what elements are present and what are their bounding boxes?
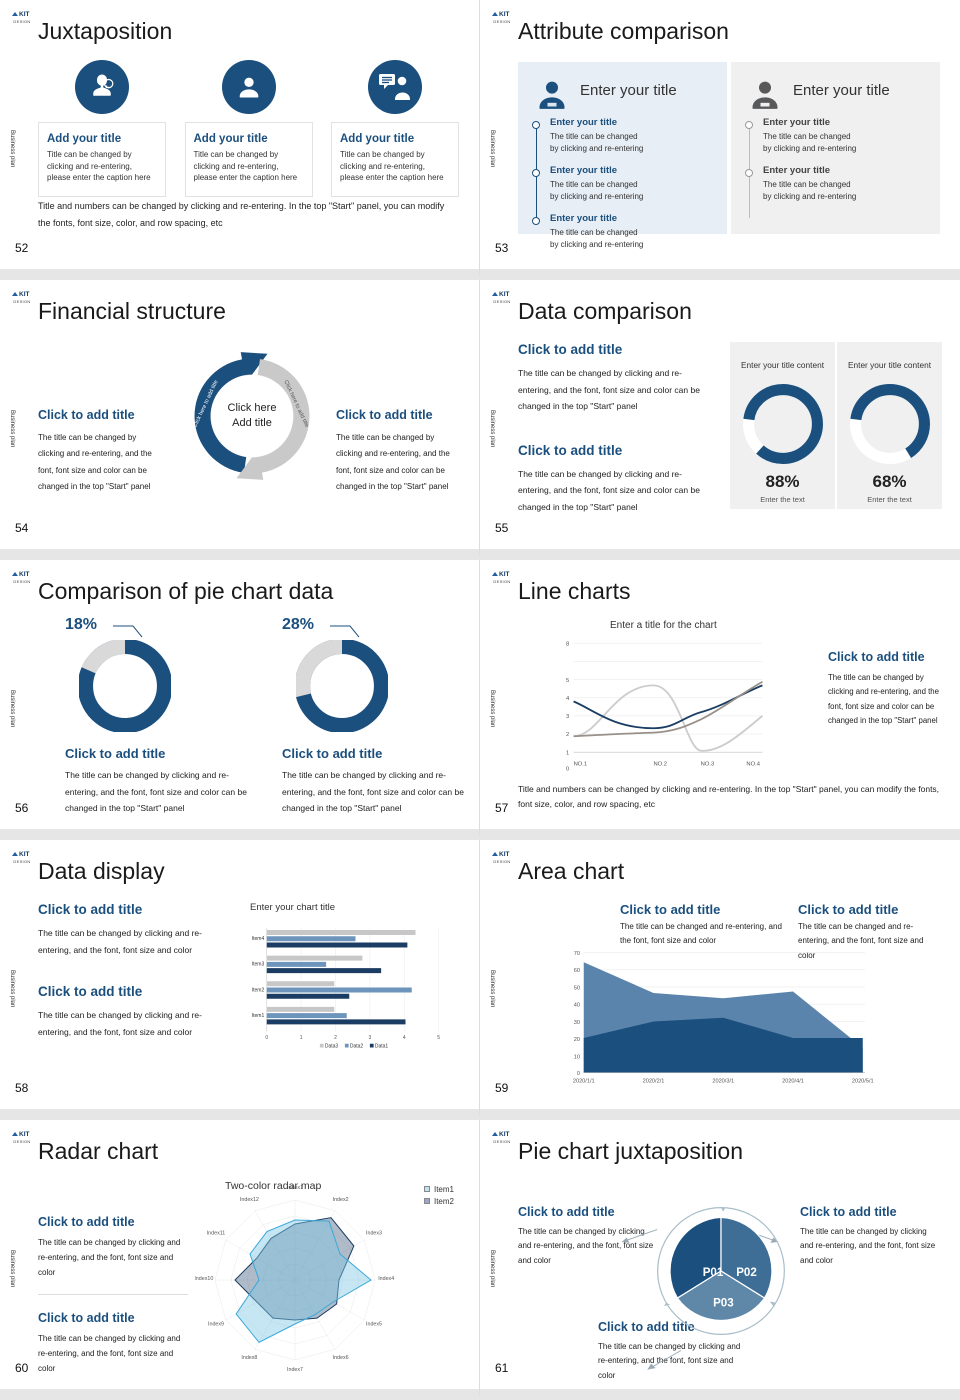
svg-text:4: 4 xyxy=(403,1035,406,1041)
svg-text:60: 60 xyxy=(574,968,580,974)
svg-text:P02: P02 xyxy=(736,1267,757,1279)
svg-text:0: 0 xyxy=(566,766,569,772)
svg-text:50: 50 xyxy=(574,985,580,991)
svg-text:Item1: Item1 xyxy=(252,1013,265,1019)
svg-text:Index12: Index12 xyxy=(240,1197,259,1203)
svg-text:1: 1 xyxy=(300,1035,303,1041)
svg-text:4: 4 xyxy=(566,696,570,702)
svg-text:2020/3/1: 2020/3/1 xyxy=(712,1078,734,1084)
svg-text:NO.3: NO.3 xyxy=(701,761,715,767)
svg-text:Index10: Index10 xyxy=(195,1276,213,1282)
svg-text:3: 3 xyxy=(368,1035,371,1041)
svg-text:Item4: Item4 xyxy=(252,936,265,942)
svg-text:2: 2 xyxy=(334,1035,337,1041)
svg-text:Index9: Index9 xyxy=(208,1322,224,1328)
svg-text:2020/4/1: 2020/4/1 xyxy=(782,1078,804,1084)
svg-text:Data1: Data1 xyxy=(375,1044,389,1050)
svg-text:2: 2 xyxy=(566,732,569,738)
svg-text:2020/2/1: 2020/2/1 xyxy=(643,1078,665,1084)
svg-text:20: 20 xyxy=(574,1037,580,1043)
svg-text:Index11: Index11 xyxy=(207,1230,226,1236)
svg-text:P01: P01 xyxy=(703,1267,724,1279)
svg-text:Index6: Index6 xyxy=(333,1355,349,1361)
svg-text:40: 40 xyxy=(574,1003,580,1009)
svg-text:30: 30 xyxy=(574,1020,580,1026)
svg-text:Item2: Item2 xyxy=(252,987,265,993)
svg-text:Index1: Index1 xyxy=(287,1185,303,1191)
svg-text:Index5: Index5 xyxy=(366,1322,382,1328)
svg-text:5: 5 xyxy=(437,1035,440,1041)
svg-text:1: 1 xyxy=(566,750,569,756)
svg-text:Index3: Index3 xyxy=(366,1230,382,1236)
svg-text:NO.4: NO.4 xyxy=(746,761,760,767)
svg-text:P03: P03 xyxy=(713,1297,734,1309)
svg-text:Index4: Index4 xyxy=(378,1276,394,1282)
svg-text:0: 0 xyxy=(577,1071,580,1077)
svg-text:3: 3 xyxy=(566,714,569,720)
svg-text:NO.1: NO.1 xyxy=(574,761,588,767)
svg-text:Index7: Index7 xyxy=(287,1367,303,1373)
svg-text:NO.2: NO.2 xyxy=(653,761,667,767)
svg-text:Index2: Index2 xyxy=(333,1197,349,1203)
svg-text:10: 10 xyxy=(574,1054,580,1060)
svg-text:2020/5/1: 2020/5/1 xyxy=(852,1078,874,1084)
svg-text:5: 5 xyxy=(566,678,569,684)
svg-text:Data3: Data3 xyxy=(325,1044,339,1050)
svg-text:Data2: Data2 xyxy=(350,1044,364,1050)
svg-text:70: 70 xyxy=(574,951,580,957)
svg-text:Item3: Item3 xyxy=(252,962,265,968)
svg-text:0: 0 xyxy=(265,1035,268,1041)
svg-text:8: 8 xyxy=(566,641,569,647)
svg-text:Index8: Index8 xyxy=(241,1355,257,1361)
svg-text:2020/1/1: 2020/1/1 xyxy=(573,1078,595,1084)
